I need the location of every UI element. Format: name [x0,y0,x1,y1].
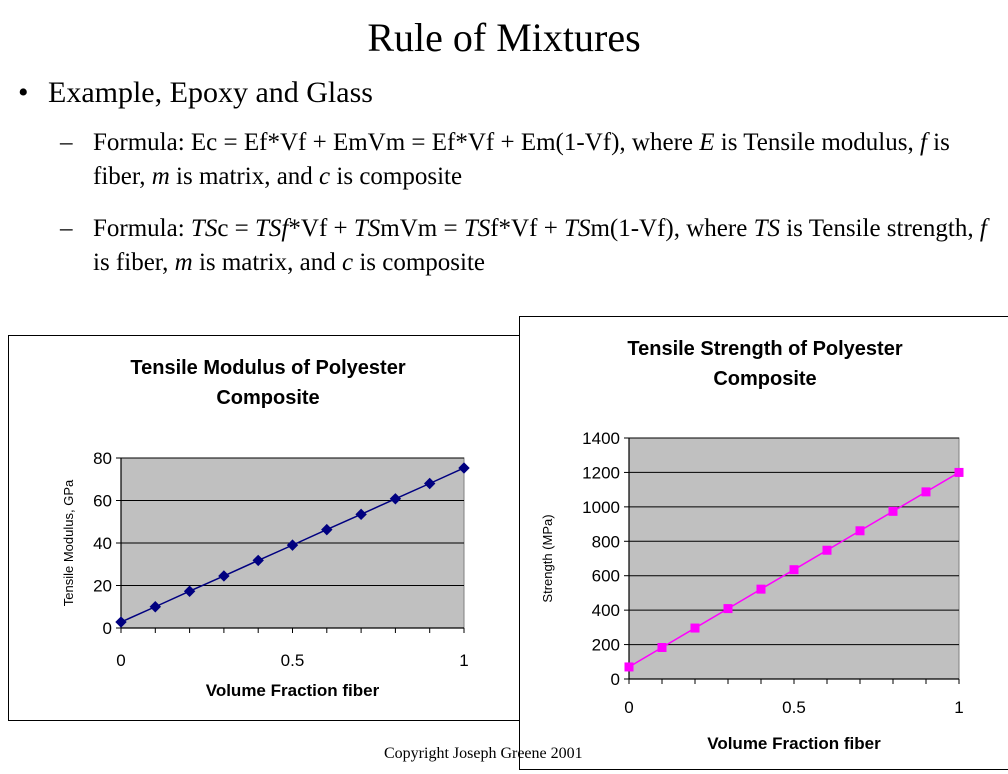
chart-title-line: Composite [713,368,816,390]
data-point [789,565,799,575]
y-tick-label: 200 [592,636,620,655]
y-tick-label: 1400 [582,429,620,448]
data-point [149,601,162,613]
data-point [423,477,436,490]
data-point [723,604,733,614]
y-tick-label: 400 [592,601,620,620]
data-point [657,642,667,652]
bullet-text: Example, Epoxy and Glass [48,76,373,109]
data-point [921,487,931,497]
tensile-strength-chart-svg: Tensile Strength of Polyester Composite 0 2… [540,338,964,753]
y-tick-label: 0 [611,670,620,689]
data-point [115,616,127,628]
y-tick-label: 60 [93,492,112,511]
sub-bullet-modulus: – Formula: Ec = Ef*Vf + EmVm = Ef*Vf + E… [60,126,990,194]
modulus-formula-text: Formula: Ec = Ef*Vf + EmVm = Ef*Vf + Em(… [93,129,950,190]
data-point [252,554,264,567]
y-tick-label: 20 [93,577,112,596]
data-point [458,462,470,474]
x-tick-label: 0 [116,651,125,670]
data-point [822,545,832,555]
data-point [954,467,964,477]
copyright-footer: Copyright Joseph Greene 2001 [384,745,583,762]
bullet-mark: • [18,76,29,109]
y-tick-label: 80 [93,449,112,468]
x-tick-label: 1 [459,651,468,670]
data-point [286,539,299,551]
data-point [624,662,634,672]
y-axis-label: Strength (MPa) [540,514,555,602]
y-tick-label: 800 [592,532,620,551]
chart-tensile-strength: Tensile Strength of Polyester Composite 0 2… [519,316,1008,770]
data-point [888,506,898,516]
x-axis-label: Volume Fraction fiber [206,681,380,700]
x-tick-label: 0.5 [782,698,806,717]
y-tick-label: 600 [592,567,620,586]
y-tick-label: 0 [103,619,112,638]
chart-tensile-modulus: Tensile Modulus of Polyester Composite 0 20… [8,335,528,721]
slide-title: Rule of Mixtures [367,15,641,60]
chart-title-line: Tensile Modulus of Polyester [130,357,405,379]
data-point [321,523,333,536]
data-point [756,584,766,594]
data-point [389,493,402,505]
y-tick-label: 1200 [582,463,620,482]
y-axis-label: Tensile Modulus, GPa [61,479,76,606]
x-tick-label: 1 [954,698,963,717]
sub-bullet-strength: – Formula: TSc = TSf*Vf + TSmVm = TSf*Vf… [60,212,990,280]
dash-mark: – [60,129,73,156]
x-axis-label: Volume Fraction fiber [707,734,881,753]
chart-title-line: Composite [216,387,319,409]
x-tick-label: 0.5 [281,651,305,670]
tensile-modulus-chart-svg: Tensile Modulus of Polyester Composite 0 20… [61,357,470,700]
chart-title-line: Tensile Strength of Polyester [627,338,902,360]
strength-formula-text: Formula: TSc = TSf*Vf + TSmVm = TSf*Vf +… [93,215,987,276]
x-tick-label: 0 [624,698,633,717]
data-point [690,623,700,633]
dash-mark: – [60,215,73,242]
plot-area [628,437,960,680]
data-point [218,570,230,582]
main-bullet: • Example, Epoxy and Glass [18,76,373,110]
data-point [855,526,865,536]
data-point [183,585,196,597]
data-point [355,508,367,521]
y-tick-label: 40 [93,534,112,553]
y-tick-label: 1000 [582,498,620,517]
